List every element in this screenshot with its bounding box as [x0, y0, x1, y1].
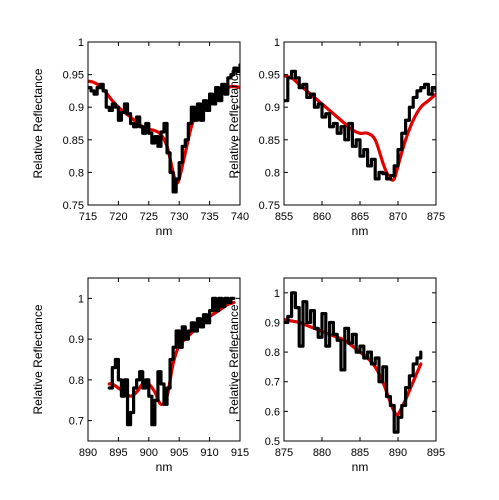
y-tick-label: 0.9: [265, 102, 280, 114]
chart-panel-bottom-left: 890 895 900 905 910 915 0.7 0.8 0.9 1 nm Relative R…: [31, 277, 249, 474]
y-tick-label: 1: [274, 288, 280, 300]
plot-area: [284, 278, 436, 441]
y-tick-label: 0.7: [265, 377, 280, 389]
x-tick-label: 910: [200, 447, 218, 459]
x-tick-label: 870: [389, 211, 407, 223]
y-tick-label: 0.8: [265, 347, 280, 359]
y-tick-label: 1: [78, 37, 84, 49]
y-tick-label: 1: [78, 293, 84, 305]
y-tick-label: 0.75: [259, 200, 280, 212]
y-tick-label: 0.6: [265, 406, 280, 418]
x-tick-label: 895: [109, 447, 127, 459]
x-axis-label: nm: [156, 460, 173, 474]
x-tick-label: 855: [275, 211, 293, 223]
y-axis-label: Relative Reflectance: [227, 304, 241, 414]
x-tick-label: 725: [140, 211, 158, 223]
x-tick-label: 860: [313, 211, 331, 223]
y-tick-label: 0.8: [69, 375, 84, 387]
x-tick-label: 885: [351, 447, 369, 459]
measured-spectrum-line: [107, 296, 236, 427]
x-tick-label: 890: [389, 447, 407, 459]
y-axis-label: Relative Reflectance: [31, 68, 45, 178]
axes-box: [87, 277, 241, 442]
axes-box: [87, 41, 241, 206]
x-axis-label: nm: [352, 460, 369, 474]
x-tick-label: 715: [79, 211, 97, 223]
x-tick-label: 880: [313, 447, 331, 459]
x-tick-label: 900: [140, 447, 158, 459]
x-tick-label: 905: [170, 447, 188, 459]
y-tick-label: 0.7: [69, 416, 84, 428]
y-tick-label: 0.9: [265, 317, 280, 329]
x-tick-label: 895: [427, 447, 445, 459]
series-group: [284, 69, 436, 182]
measured-spectrum-line: [284, 291, 423, 434]
x-tick-label: 875: [275, 447, 293, 459]
y-tick-label: 0.9: [69, 334, 84, 346]
y-tick-label: 0.95: [259, 70, 280, 82]
x-axis-label: nm: [156, 224, 173, 238]
y-tick-label: 0.9: [69, 102, 84, 114]
chart-panel-top-right: 855 860 865 870 875 0.75 0.8 0.85 0.9 0.95 1 nm Rela…: [227, 37, 445, 238]
y-tick-label: 0.85: [259, 135, 280, 147]
series-group: [107, 296, 236, 427]
x-tick-label: 915: [231, 447, 249, 459]
y-tick-label: 1: [274, 37, 280, 49]
x-tick-label: 730: [170, 211, 188, 223]
measured-spectrum-line: [284, 69, 436, 181]
y-tick-label: 0.95: [63, 70, 84, 82]
x-tick-label: 875: [427, 211, 445, 223]
y-tick-label: 0.85: [63, 135, 84, 147]
x-axis-label: nm: [352, 224, 369, 238]
y-tick-label: 0.75: [63, 200, 84, 212]
x-tick-label: 890: [79, 447, 97, 459]
y-tick-label: 0.8: [265, 167, 280, 179]
chart-panel-top-left: 715 720 725 730 735 740 0.75 0.8 0.85 0.9 0.95 1 nm R…: [31, 37, 249, 238]
x-tick-label: 735: [200, 211, 218, 223]
series-group: [88, 63, 240, 194]
y-tick-label: 0.5: [265, 436, 280, 448]
x-tick-label: 740: [231, 211, 249, 223]
y-axis-label: Relative Reflectance: [227, 68, 241, 178]
y-tick-label: 0.8: [69, 167, 84, 179]
x-tick-label: 720: [109, 211, 127, 223]
measured-spectrum-line: [88, 63, 240, 194]
chart-panel-bottom-right: 875 880 885 890 895 0.5 0.6 0.7 0.8 0.9 1 nm Relativ…: [227, 277, 445, 474]
x-tick-label: 865: [351, 211, 369, 223]
series-group: [284, 291, 423, 434]
y-axis-label: Relative Reflectance: [31, 304, 45, 414]
